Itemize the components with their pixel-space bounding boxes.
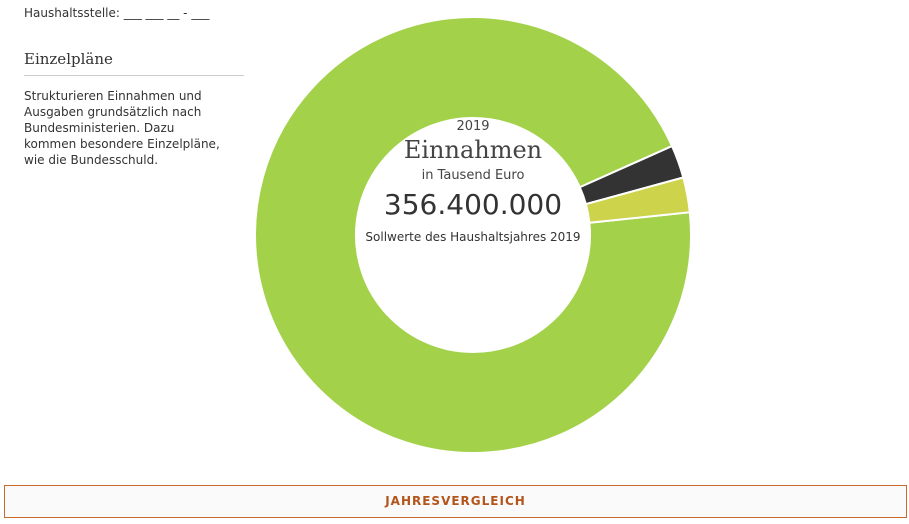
- year-compare-button[interactable]: JAHRESVERGLEICH: [4, 485, 907, 518]
- chart-total: 356.400.000: [384, 188, 562, 221]
- chart: 2019 Einnahmen in Tausend Euro 356.400.0…: [254, 16, 692, 454]
- donut-segment: [254, 16, 692, 454]
- chart-note: Sollwerte des Haushaltsjahres 2019: [365, 230, 580, 244]
- chart-subtitle: in Tausend Euro: [422, 168, 525, 183]
- sidebar-text: Strukturieren Einnahmen und Ausgaben gru…: [24, 89, 220, 167]
- sidebar-title: Einzelpläne: [24, 50, 244, 76]
- donut-segment: [584, 176, 691, 224]
- header-label: Haushaltsstelle: ___ ___ __ - ___: [24, 6, 210, 20]
- chart-title: Einnahmen: [404, 136, 542, 164]
- chart-year: 2019: [456, 119, 489, 134]
